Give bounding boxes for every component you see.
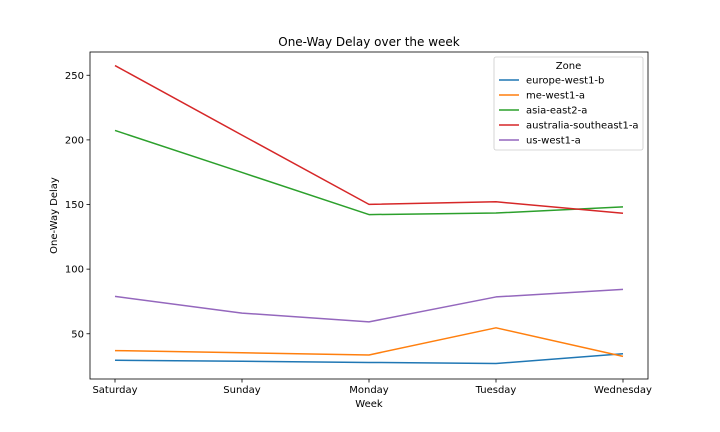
- legend: Zone europe-west1-b me-west1-a asia-east2-a…: [493, 56, 644, 151]
- x-tick-label: Wednesday: [594, 385, 652, 396]
- y-tick-label: 250: [65, 71, 84, 82]
- x-tick-label: Sunday: [223, 385, 260, 396]
- legend-entry-label: asia-east2-a: [526, 106, 587, 117]
- y-tick-label: 50: [71, 329, 84, 340]
- y-axis-label: One-Way Delay: [49, 177, 60, 254]
- x-tick-label: Tuesday: [475, 385, 517, 396]
- series-line-europe-west1-b: [114, 353, 624, 365]
- series-lines: [114, 64, 624, 365]
- legend-box: [493, 56, 644, 151]
- series-line-me-west1-a: [114, 327, 624, 358]
- legend-entry-label: me-west1-a: [526, 91, 585, 102]
- chart-title: One-Way Delay over the week: [278, 35, 460, 49]
- y-tick-label: 100: [65, 265, 84, 276]
- x-tick-label: Saturday: [92, 385, 137, 396]
- series-line-australia-southeast1-a: [114, 64, 624, 215]
- series-line-asia-east2-a: [114, 129, 624, 216]
- y-axis: 50 100 150 200 250: [65, 71, 90, 340]
- x-axis: Saturday Sunday Monday Tuesday Wednesday: [92, 379, 652, 396]
- legend-entry-label: australia-southeast1-a: [526, 121, 639, 132]
- y-tick-label: 150: [65, 200, 84, 211]
- legend-entry-label: us-west1-a: [526, 136, 581, 147]
- x-tick-label: Monday: [349, 385, 389, 396]
- x-axis-label: Week: [355, 399, 383, 410]
- y-tick-label: 200: [65, 135, 84, 146]
- series-line-us-west1-a: [114, 288, 624, 323]
- legend-title: Zone: [556, 61, 581, 72]
- legend-entry-label: europe-west1-b: [526, 76, 604, 87]
